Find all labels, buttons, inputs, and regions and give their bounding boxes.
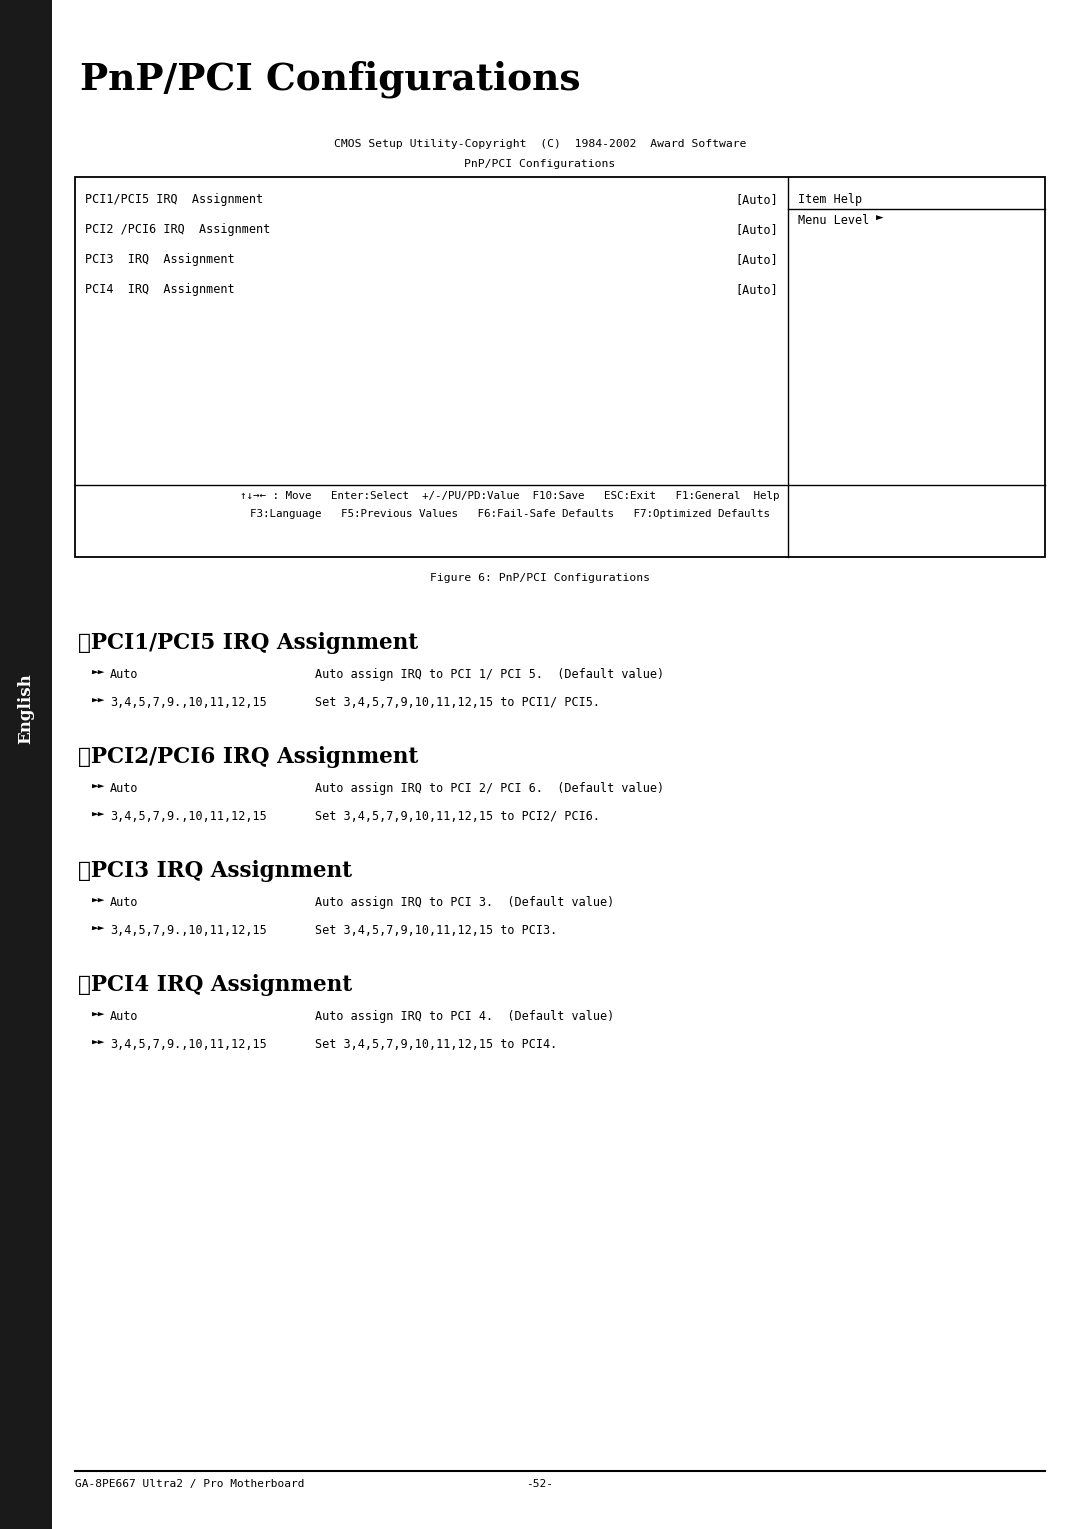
Text: PnP/PCI Configurations: PnP/PCI Configurations [80,61,581,98]
Text: ☎PCI2/PCI6 IRQ Assignment: ☎PCI2/PCI6 IRQ Assignment [78,746,418,768]
Text: Auto assign IRQ to PCI 2/ PCI 6.  (Default value): Auto assign IRQ to PCI 2/ PCI 6. (Defaul… [315,781,664,795]
Text: PCI3  IRQ  Assignment: PCI3 IRQ Assignment [85,252,234,266]
Text: Set 3,4,5,7,9,10,11,12,15 to PCI2/ PCI6.: Set 3,4,5,7,9,10,11,12,15 to PCI2/ PCI6. [315,810,600,823]
Text: ↑↓→← : Move   Enter:Select  +/-/PU/PD:Value  F10:Save   ESC:Exit   F1:General  H: ↑↓→← : Move Enter:Select +/-/PU/PD:Value… [240,491,780,502]
Text: Menu Level: Menu Level [798,214,869,226]
Text: ☎PCI3 IRQ Assignment: ☎PCI3 IRQ Assignment [78,859,352,882]
Text: ►►: ►► [92,810,106,820]
Text: Set 3,4,5,7,9,10,11,12,15 to PCI1/ PCI5.: Set 3,4,5,7,9,10,11,12,15 to PCI1/ PCI5. [315,696,600,709]
Text: Auto assign IRQ to PCI 3.  (Default value): Auto assign IRQ to PCI 3. (Default value… [315,896,615,910]
Text: Auto: Auto [110,781,138,795]
Text: PnP/PCI Configurations: PnP/PCI Configurations [464,159,616,170]
Text: F3:Language   F5:Previous Values   F6:Fail-Safe Defaults   F7:Optimized Defaults: F3:Language F5:Previous Values F6:Fail-S… [249,509,770,518]
Text: 3,4,5,7,9.,10,11,12,15: 3,4,5,7,9.,10,11,12,15 [110,924,267,937]
Text: Auto assign IRQ to PCI 4.  (Default value): Auto assign IRQ to PCI 4. (Default value… [315,1011,615,1023]
Bar [75,177,1045,557]
Text: PCI4  IRQ  Assignment: PCI4 IRQ Assignment [85,283,234,297]
Text: GA-8PE667 Ultra2 / Pro Motherboard: GA-8PE667 Ultra2 / Pro Motherboard [75,1479,305,1489]
Text: 3,4,5,7,9.,10,11,12,15: 3,4,5,7,9.,10,11,12,15 [110,696,267,709]
Text: Auto: Auto [110,896,138,910]
Text: Set 3,4,5,7,9,10,11,12,15 to PCI3.: Set 3,4,5,7,9,10,11,12,15 to PCI3. [315,924,557,937]
Text: ►►: ►► [92,668,106,677]
Text: Auto assign IRQ to PCI 1/ PCI 5.  (Default value): Auto assign IRQ to PCI 1/ PCI 5. (Defaul… [315,668,664,680]
Text: 3,4,5,7,9.,10,11,12,15: 3,4,5,7,9.,10,11,12,15 [110,1038,267,1050]
Text: Set 3,4,5,7,9,10,11,12,15 to PCI4.: Set 3,4,5,7,9,10,11,12,15 to PCI4. [315,1038,557,1050]
Text: -52-: -52- [527,1479,554,1489]
Text: Auto: Auto [110,1011,138,1023]
Text: Item Help: Item Help [798,193,862,206]
Text: PCI2 /PCI6 IRQ  Assignment: PCI2 /PCI6 IRQ Assignment [85,223,270,235]
Text: ►►: ►► [92,696,106,706]
Text: [Auto]: [Auto] [735,223,778,235]
Text: [Auto]: [Auto] [735,283,778,297]
Text: ►►: ►► [92,896,106,907]
Text: ►►: ►► [92,1038,106,1047]
Text: ☎PCI4 IRQ Assignment: ☎PCI4 IRQ Assignment [78,974,352,995]
Text: ☎PCI1/PCI5 IRQ Assignment: ☎PCI1/PCI5 IRQ Assignment [78,631,418,654]
Text: Auto: Auto [110,668,138,680]
Text: Figure 6: PnP/PCI Configurations: Figure 6: PnP/PCI Configurations [430,573,650,583]
Text: ►►: ►► [92,781,106,792]
Text: ►►: ►► [92,1011,106,1020]
Bar [0,0,52,1529]
Text: English: English [17,674,35,745]
Text: [Auto]: [Auto] [735,252,778,266]
Text: CMOS Setup Utility-Copyright  (C)  1984-2002  Award Software: CMOS Setup Utility-Copyright (C) 1984-20… [334,139,746,148]
Text: 3,4,5,7,9.,10,11,12,15: 3,4,5,7,9.,10,11,12,15 [110,810,267,823]
Text: PCI1/PCI5 IRQ  Assignment: PCI1/PCI5 IRQ Assignment [85,193,264,206]
Text: ►►: ►► [92,924,106,934]
Text: [Auto]: [Auto] [735,193,778,206]
Text: ►: ► [876,213,883,225]
